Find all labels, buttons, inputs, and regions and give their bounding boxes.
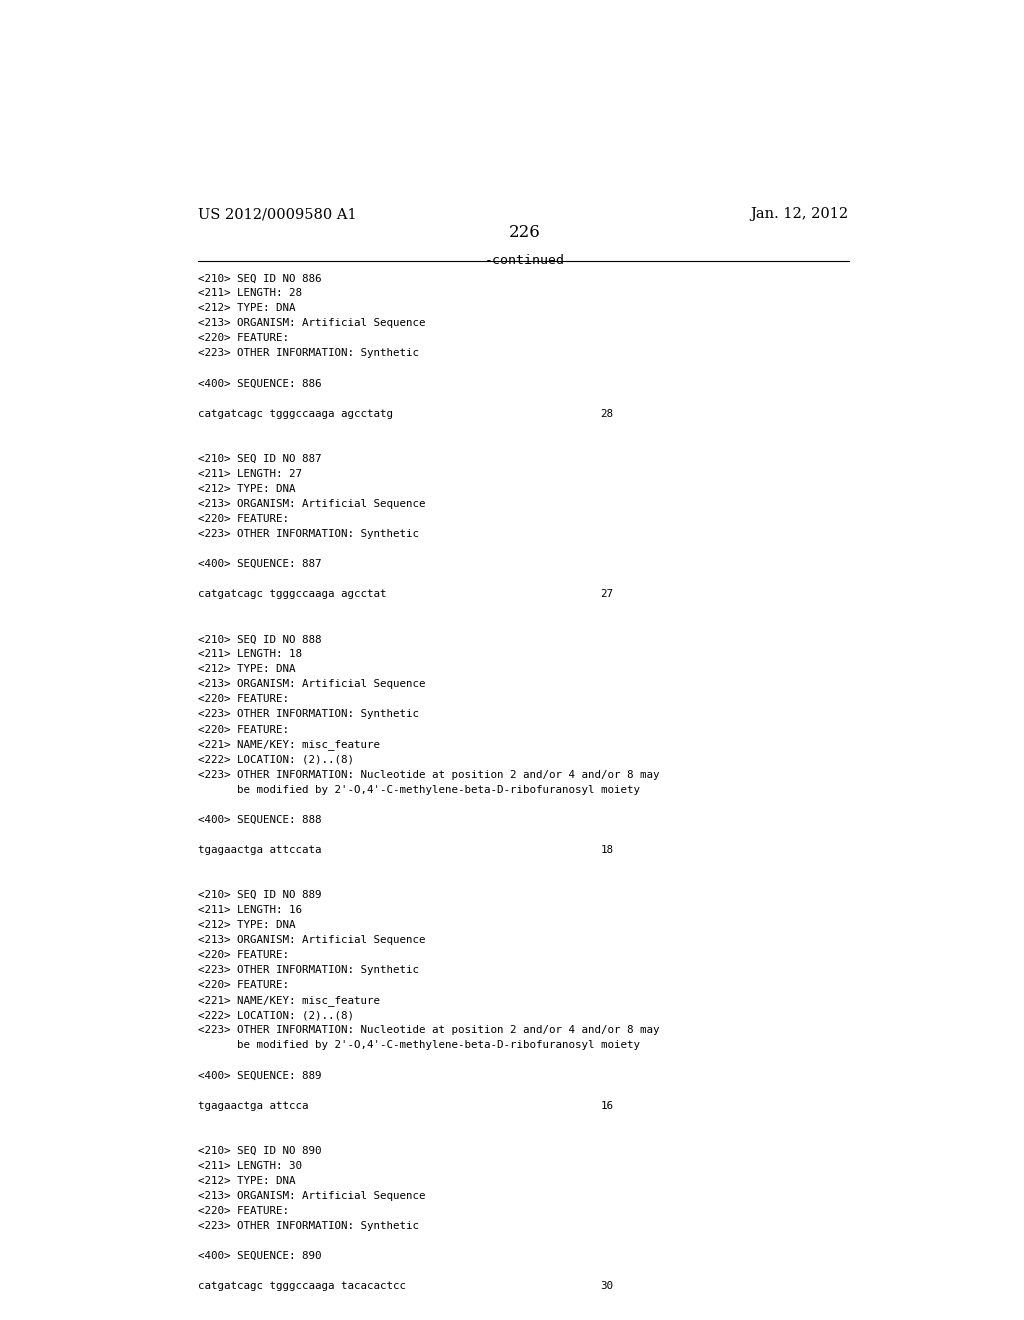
Text: <223> OTHER INFORMATION: Synthetic: <223> OTHER INFORMATION: Synthetic [198, 529, 419, 539]
Text: <223> OTHER INFORMATION: Synthetic: <223> OTHER INFORMATION: Synthetic [198, 709, 419, 719]
Text: 226: 226 [509, 224, 541, 242]
Text: US 2012/0009580 A1: US 2012/0009580 A1 [198, 207, 356, 222]
Text: <211> LENGTH: 30: <211> LENGTH: 30 [198, 1160, 302, 1171]
Text: <400> SEQUENCE: 887: <400> SEQUENCE: 887 [198, 560, 322, 569]
Text: <220> FEATURE:: <220> FEATURE: [198, 981, 289, 990]
Text: <213> ORGANISM: Artificial Sequence: <213> ORGANISM: Artificial Sequence [198, 935, 425, 945]
Text: <223> OTHER INFORMATION: Synthetic: <223> OTHER INFORMATION: Synthetic [198, 1221, 419, 1232]
Text: <211> LENGTH: 27: <211> LENGTH: 27 [198, 469, 302, 479]
Text: <210> SEQ ID NO 889: <210> SEQ ID NO 889 [198, 890, 322, 900]
Text: <213> ORGANISM: Artificial Sequence: <213> ORGANISM: Artificial Sequence [198, 318, 425, 329]
Text: 16: 16 [600, 1101, 613, 1110]
Text: <210> SEQ ID NO 888: <210> SEQ ID NO 888 [198, 635, 322, 644]
Text: <211> LENGTH: 16: <211> LENGTH: 16 [198, 906, 302, 915]
Text: <213> ORGANISM: Artificial Sequence: <213> ORGANISM: Artificial Sequence [198, 499, 425, 510]
Text: Jan. 12, 2012: Jan. 12, 2012 [751, 207, 849, 222]
Text: <223> OTHER INFORMATION: Nucleotide at position 2 and/or 4 and/or 8 may: <223> OTHER INFORMATION: Nucleotide at p… [198, 770, 659, 780]
Text: <220> FEATURE:: <220> FEATURE: [198, 950, 289, 960]
Text: catgatcagc tgggccaaga agcctatg: catgatcagc tgggccaaga agcctatg [198, 409, 393, 418]
Text: <220> FEATURE:: <220> FEATURE: [198, 334, 289, 343]
Text: <221> NAME/KEY: misc_feature: <221> NAME/KEY: misc_feature [198, 739, 380, 751]
Text: <220> FEATURE:: <220> FEATURE: [198, 1206, 289, 1216]
Text: <221> NAME/KEY: misc_feature: <221> NAME/KEY: misc_feature [198, 995, 380, 1006]
Text: <220> FEATURE:: <220> FEATURE: [198, 725, 289, 734]
Text: 27: 27 [600, 589, 613, 599]
Text: <400> SEQUENCE: 890: <400> SEQUENCE: 890 [198, 1251, 322, 1261]
Text: <213> ORGANISM: Artificial Sequence: <213> ORGANISM: Artificial Sequence [198, 680, 425, 689]
Text: 30: 30 [600, 1282, 613, 1291]
Text: <213> ORGANISM: Artificial Sequence: <213> ORGANISM: Artificial Sequence [198, 1191, 425, 1201]
Text: tgagaactga attccata: tgagaactga attccata [198, 845, 322, 855]
Text: <212> TYPE: DNA: <212> TYPE: DNA [198, 1176, 295, 1185]
Text: <211> LENGTH: 18: <211> LENGTH: 18 [198, 649, 302, 659]
Text: 28: 28 [600, 409, 613, 418]
Text: <400> SEQUENCE: 889: <400> SEQUENCE: 889 [198, 1071, 322, 1081]
Text: <400> SEQUENCE: 886: <400> SEQUENCE: 886 [198, 379, 322, 388]
Text: <222> LOCATION: (2)..(8): <222> LOCATION: (2)..(8) [198, 1010, 354, 1020]
Text: <212> TYPE: DNA: <212> TYPE: DNA [198, 484, 295, 494]
Text: <212> TYPE: DNA: <212> TYPE: DNA [198, 664, 295, 675]
Text: <220> FEATURE:: <220> FEATURE: [198, 694, 289, 705]
Text: <212> TYPE: DNA: <212> TYPE: DNA [198, 920, 295, 931]
Text: <220> FEATURE:: <220> FEATURE: [198, 513, 289, 524]
Text: <223> OTHER INFORMATION: Synthetic: <223> OTHER INFORMATION: Synthetic [198, 348, 419, 359]
Text: -continued: -continued [484, 253, 565, 267]
Text: be modified by 2'-O,4'-C-methylene-beta-D-ribofuranosyl moiety: be modified by 2'-O,4'-C-methylene-beta-… [198, 784, 640, 795]
Text: <211> LENGTH: 28: <211> LENGTH: 28 [198, 288, 302, 298]
Text: <400> SEQUENCE: 888: <400> SEQUENCE: 888 [198, 814, 322, 825]
Text: <212> TYPE: DNA: <212> TYPE: DNA [198, 304, 295, 313]
Text: <210> SEQ ID NO 886: <210> SEQ ID NO 886 [198, 273, 322, 284]
Text: <222> LOCATION: (2)..(8): <222> LOCATION: (2)..(8) [198, 755, 354, 764]
Text: 18: 18 [600, 845, 613, 855]
Text: <223> OTHER INFORMATION: Nucleotide at position 2 and/or 4 and/or 8 may: <223> OTHER INFORMATION: Nucleotide at p… [198, 1026, 659, 1035]
Text: <210> SEQ ID NO 890: <210> SEQ ID NO 890 [198, 1146, 322, 1156]
Text: <223> OTHER INFORMATION: Synthetic: <223> OTHER INFORMATION: Synthetic [198, 965, 419, 975]
Text: catgatcagc tgggccaaga tacacactcc: catgatcagc tgggccaaga tacacactcc [198, 1282, 406, 1291]
Text: <210> SEQ ID NO 887: <210> SEQ ID NO 887 [198, 454, 322, 463]
Text: catgatcagc tgggccaaga agcctat: catgatcagc tgggccaaga agcctat [198, 589, 386, 599]
Text: tgagaactga attcca: tgagaactga attcca [198, 1101, 308, 1110]
Text: be modified by 2'-O,4'-C-methylene-beta-D-ribofuranosyl moiety: be modified by 2'-O,4'-C-methylene-beta-… [198, 1040, 640, 1051]
